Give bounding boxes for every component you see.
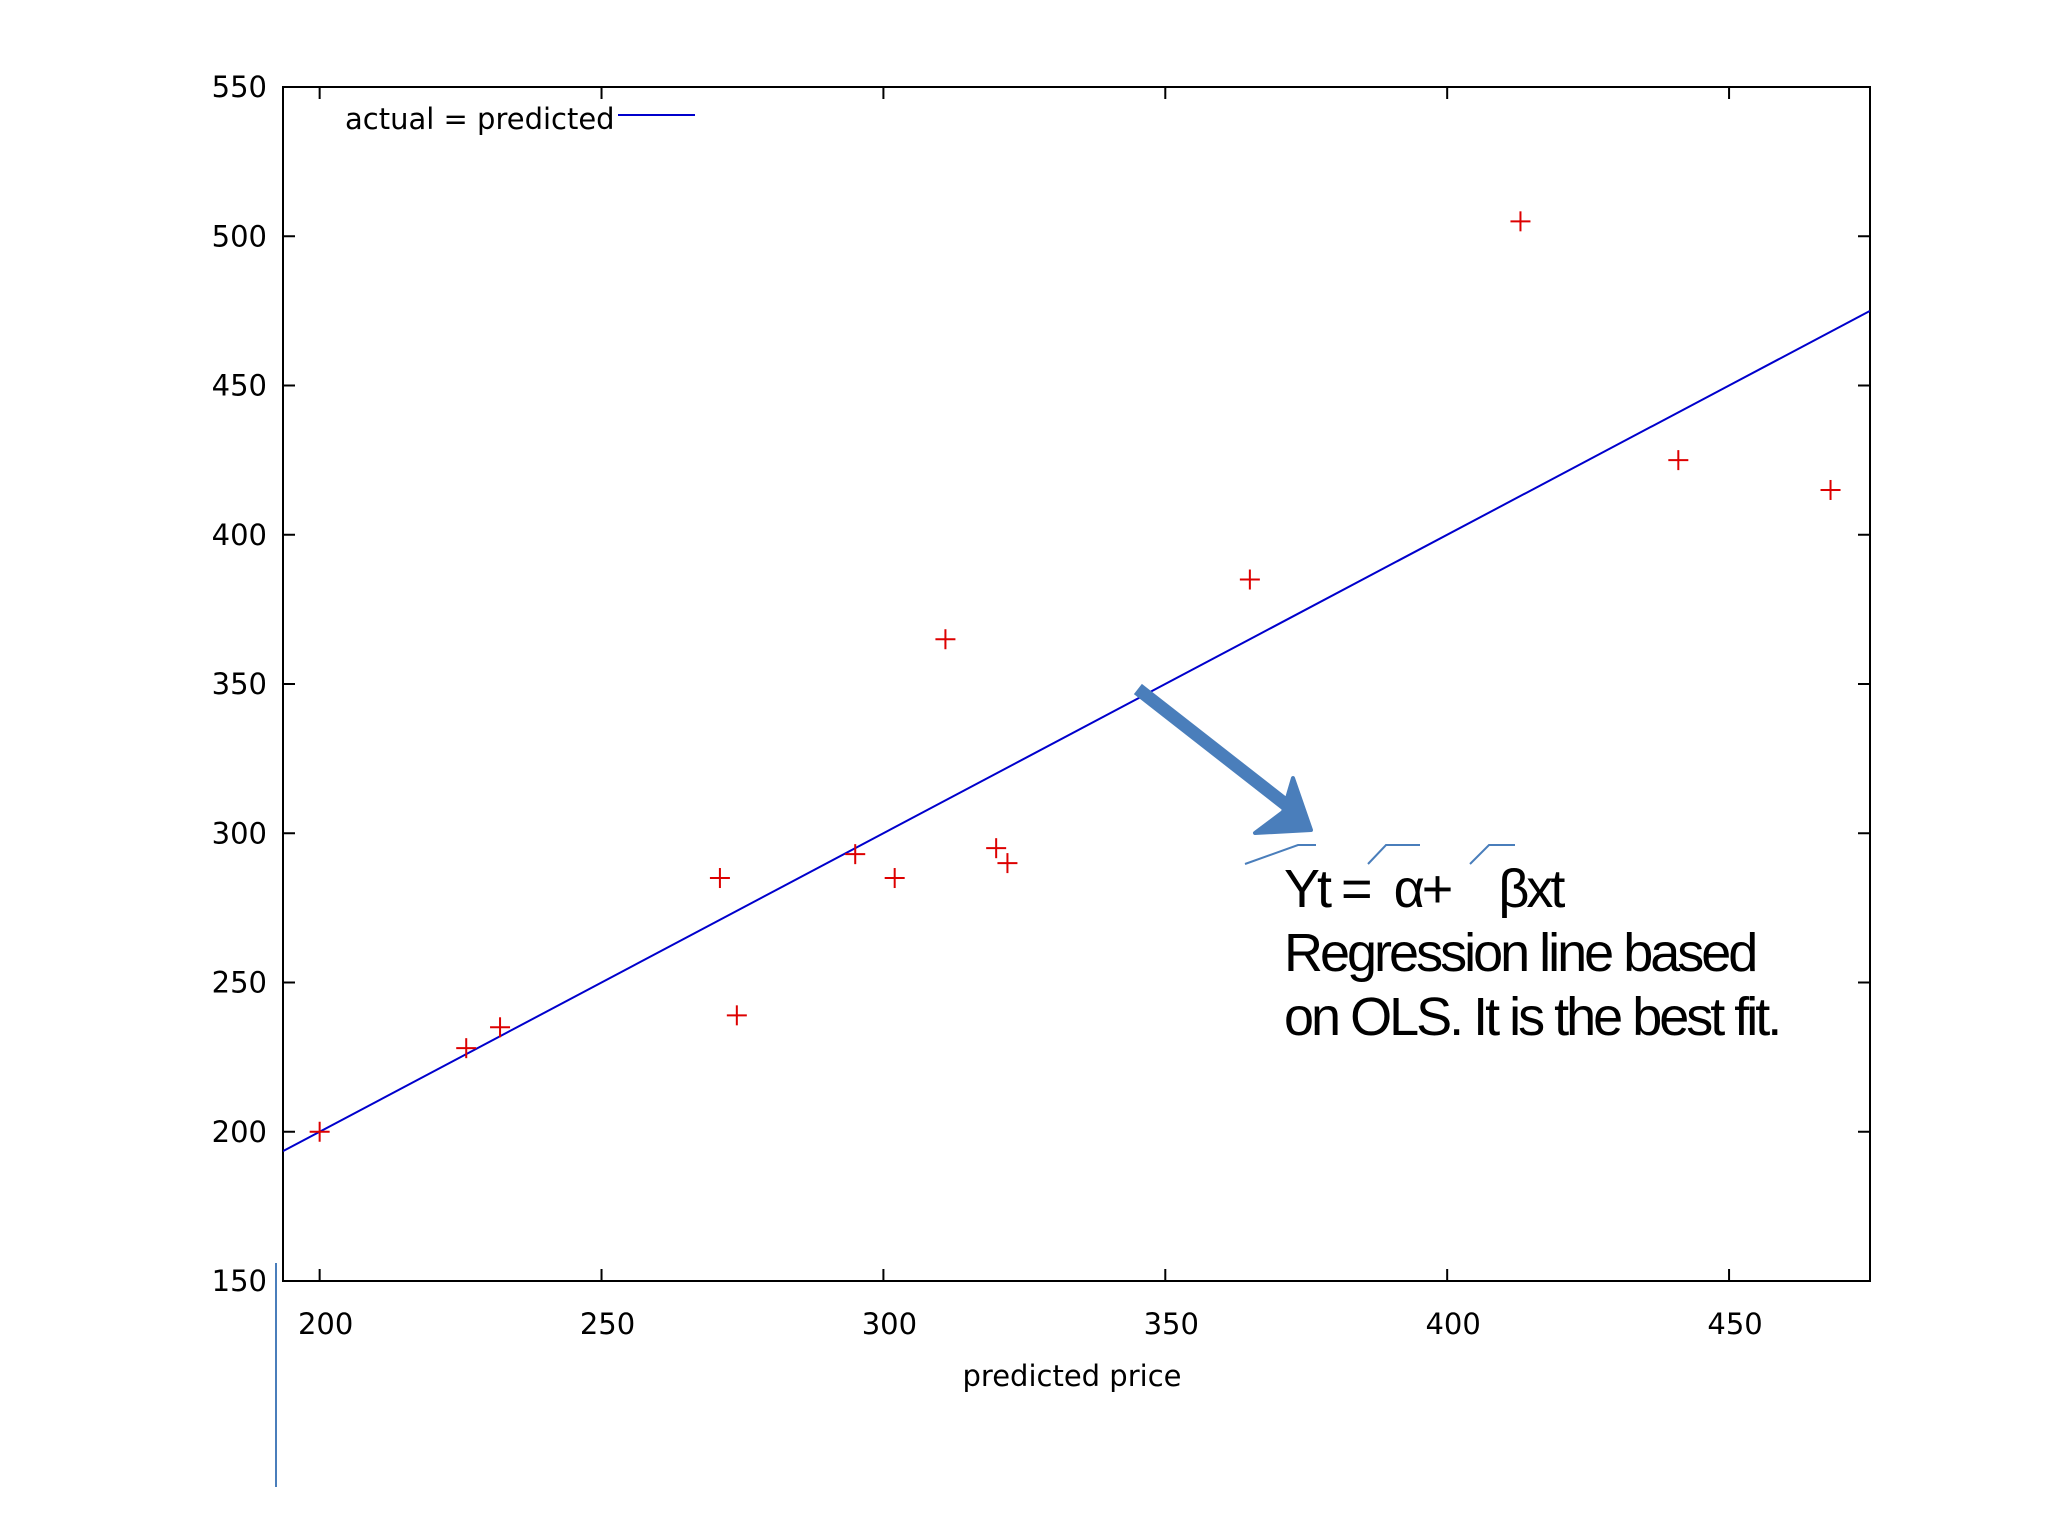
scatter-points bbox=[309, 211, 1841, 1142]
scatter-point bbox=[935, 629, 956, 650]
y-tick-label: 250 bbox=[212, 966, 267, 1000]
fit-line-actual-equals-predicted bbox=[283, 309, 1870, 1153]
scatter-point bbox=[490, 1017, 511, 1038]
scatter-point bbox=[309, 1121, 330, 1142]
scatter-point bbox=[845, 844, 866, 865]
annotation-line-2: on OLS. It is the best fit. bbox=[1284, 987, 1779, 1047]
scatter-point bbox=[709, 868, 730, 889]
legend-label: actual = predicted bbox=[345, 102, 615, 136]
scatter-point bbox=[456, 1038, 477, 1059]
scatter-point bbox=[1668, 450, 1689, 471]
legend: actual = predicted bbox=[345, 102, 695, 136]
annotation: Yt = α+ βxt Regression line based on OLS… bbox=[1133, 683, 1782, 1047]
axis-ticks: 200 250 300 350 400 450 150 200 250 300 350 400 450 5… bbox=[212, 70, 1870, 1341]
x-tick-label: 200 bbox=[298, 1307, 353, 1341]
scatter-point bbox=[884, 868, 905, 889]
hat-mark-y bbox=[1244, 844, 1316, 865]
annotation-arrowhead bbox=[1253, 776, 1313, 835]
scatter-point bbox=[726, 1005, 747, 1026]
x-tick-label: 400 bbox=[1425, 1307, 1480, 1341]
x-tick-label: 300 bbox=[862, 1307, 917, 1341]
y-tick-label: 500 bbox=[212, 219, 267, 253]
annotation-line-1: Regression line based bbox=[1284, 923, 1755, 983]
annotation-equation: Yt = α+ βxt bbox=[1284, 859, 1565, 919]
x-tick-label: 450 bbox=[1707, 1307, 1762, 1341]
hat-mark-alpha bbox=[1367, 844, 1420, 865]
hat-mark-beta bbox=[1469, 844, 1515, 865]
plot-frame bbox=[282, 86, 1871, 1282]
y-tick-label: 300 bbox=[212, 816, 267, 850]
x-tick-label: 350 bbox=[1144, 1307, 1199, 1341]
scatter-point bbox=[1510, 211, 1531, 232]
scatter-point bbox=[1820, 479, 1841, 500]
annotation-arrow bbox=[1133, 683, 1304, 821]
y-tick-label: 350 bbox=[212, 667, 267, 701]
y-tick-label: 200 bbox=[212, 1115, 267, 1149]
scatter-point bbox=[1239, 569, 1260, 590]
scatter-point bbox=[986, 838, 1007, 859]
x-axis-title: predicted price bbox=[963, 1359, 1182, 1393]
y-tick-label: 150 bbox=[212, 1264, 267, 1298]
scatter-point bbox=[997, 853, 1018, 874]
x-tick-label: 250 bbox=[580, 1307, 635, 1341]
y-tick-label: 550 bbox=[212, 70, 267, 104]
y-tick-label: 450 bbox=[212, 369, 267, 403]
y-tick-label: 400 bbox=[212, 518, 267, 552]
